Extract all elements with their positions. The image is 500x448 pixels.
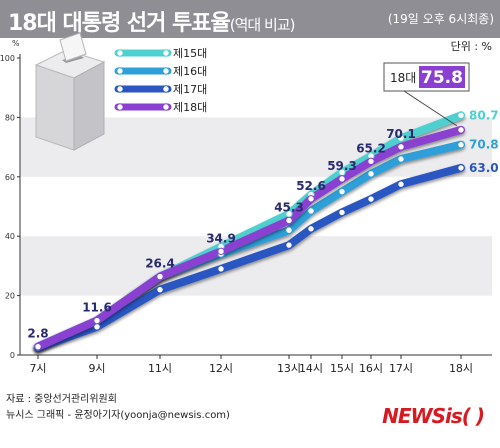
data-label: 63.0: [469, 161, 499, 175]
legend-marker: [162, 103, 170, 111]
y-tick-label: 20: [5, 292, 15, 301]
data-point: [397, 143, 405, 151]
x-tick-label: 15시: [330, 362, 354, 375]
title-main: 18대 대통령 선거 투표율: [8, 11, 231, 36]
callout-value-bg: [419, 66, 465, 88]
ballot-box-icon: [34, 32, 106, 151]
x-tick-label: 11시: [148, 362, 172, 375]
y-tick-label: 40: [5, 232, 15, 241]
title-sub: (역대 비교): [229, 16, 296, 34]
legend-marker: [116, 103, 124, 111]
data-label: 52.6: [296, 179, 326, 193]
data-label: 2.8: [27, 327, 48, 341]
data-point: [34, 342, 42, 351]
data-point: [457, 141, 465, 149]
data-point: [217, 265, 225, 273]
legend-marker: [116, 85, 124, 93]
data-label: 80.7: [469, 108, 499, 122]
data-point: [338, 208, 346, 217]
grid-band: [20, 236, 492, 296]
y-tick-label: 80: [5, 113, 15, 122]
x-tick-label: 16시: [359, 362, 383, 375]
callout-label: 18대: [390, 71, 416, 85]
data-label: 59.3: [327, 159, 357, 173]
chart-title: 18대 대통령 선거 투표율(역대 비교): [8, 5, 296, 37]
newsis-logo: NEWSis( ): [382, 404, 485, 428]
legend-marker: [162, 85, 170, 93]
data-point: [457, 111, 465, 120]
data-point: [367, 170, 375, 178]
legend-marker: [116, 49, 124, 57]
legend-label: 제17대: [173, 83, 207, 96]
timestamp: (19일 오후 6시최종): [387, 12, 494, 26]
legend-marker: [162, 49, 170, 57]
x-tick-label: 9시: [88, 362, 105, 375]
data-label: 11.6: [82, 301, 112, 315]
data-label: 70.1: [386, 127, 416, 141]
data-point: [285, 216, 293, 225]
data-label: 26.4: [145, 257, 175, 271]
x-tick-label: 14시: [299, 362, 323, 375]
data-point: [397, 155, 405, 163]
data-point: [217, 247, 225, 256]
data-point: [285, 226, 293, 234]
data-point: [338, 175, 346, 183]
data-point: [457, 126, 465, 134]
x-tick-label: 17시: [389, 362, 413, 375]
callout-leader: [403, 90, 458, 127]
y-tick-label: 0: [10, 351, 15, 360]
data-point: [156, 272, 164, 281]
unit-label: 단위 : %: [451, 40, 492, 53]
y-axis-percent: %: [12, 39, 20, 48]
data-point: [367, 195, 375, 203]
data-label: 45.3: [274, 200, 304, 214]
x-tick-label: 7시: [29, 362, 46, 375]
graphic-credit: 뉴시스 그래픽 - 윤정아기자(yoonja@newsis.com): [6, 410, 230, 421]
legend-marker: [162, 67, 170, 75]
legend-label: 제16대: [173, 65, 207, 78]
data-point: [93, 316, 101, 325]
callout-value: 75.8: [421, 68, 463, 88]
data-point: [307, 195, 315, 203]
data-label: 34.9: [206, 231, 236, 245]
x-tick-label: 13시: [277, 362, 301, 375]
x-tick-label: 12시: [209, 362, 233, 375]
legend-marker: [116, 67, 124, 75]
data-point: [367, 157, 375, 166]
data-point: [397, 180, 405, 188]
series-line: [34, 163, 465, 352]
series-line: [34, 125, 465, 351]
data-point: [307, 225, 315, 233]
data-point: [338, 187, 346, 196]
data-point: [307, 207, 315, 215]
data-point: [457, 164, 465, 172]
data-point: [285, 241, 293, 249]
data-point: [93, 323, 101, 331]
y-tick-label: 60: [5, 173, 15, 182]
data-label: 70.8: [469, 138, 499, 152]
data-label: 65.2: [356, 141, 386, 155]
y-tick-label: 100: [0, 54, 15, 63]
data-point: [156, 285, 164, 294]
legend-label: 제15대: [173, 47, 207, 60]
legend-label: 제18대: [173, 101, 207, 114]
data-point: [397, 134, 405, 142]
x-tick-label: 18시: [449, 362, 473, 375]
source-note: 자료 : 중앙선거관리위원회: [6, 394, 117, 405]
header-bar: 18대 대통령 선거 투표율(역대 비교) (19일 오후 6시최종): [0, 0, 500, 38]
